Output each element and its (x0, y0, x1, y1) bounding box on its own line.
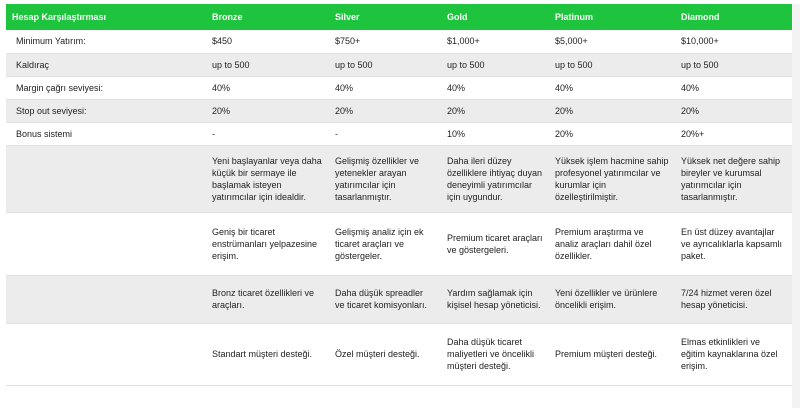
table-cell: $450 (206, 30, 329, 54)
table-cell: Yüksek net değere sahip bireyler ve kuru… (675, 145, 792, 213)
table-row-stop-out: Stop out seviyesi: 20% 20% 20% 20% 20% (6, 99, 792, 123)
table-cell: up to 500 (206, 53, 329, 77)
table-cell: 40% (329, 76, 441, 100)
row-label (6, 275, 206, 324)
row-label (6, 323, 206, 386)
table-cell: $750+ (329, 30, 441, 54)
account-comparison-table: Hesap Karşılaştırması Bronze Silver Gold… (6, 4, 792, 386)
table-cell: up to 500 (441, 53, 549, 77)
header-bronze: Bronze (212, 12, 243, 22)
header-account-comparison: Hesap Karşılaştırması (12, 12, 107, 22)
table-cell: Gelişmiş analiz için ek ticaret araçları… (329, 212, 441, 276)
table-cell: Özel müşteri desteği. (329, 323, 441, 386)
row-label (6, 145, 206, 213)
row-label: Bonus sistemi (6, 122, 206, 146)
table-cell: 20% (206, 99, 329, 123)
row-label: Margin çağrı seviyesi: (6, 76, 206, 100)
table-cell: 20%+ (675, 122, 792, 146)
table-cell: $1,000+ (441, 30, 549, 54)
table-cell: 20% (549, 122, 675, 146)
table-cell: Yardım sağlamak için kişisel hesap yönet… (441, 275, 549, 324)
table-cell: Premium araştırma ve analiz araçları dah… (549, 212, 675, 276)
header-diamond: Diamond (681, 12, 720, 22)
table-cell: 40% (549, 76, 675, 100)
table-cell: Premium ticaret araçları ve göstergeleri… (441, 212, 549, 276)
table-cell: $10,000+ (675, 30, 792, 54)
row-label: Kaldıraç (6, 53, 206, 77)
table-cell: Yeni başlayanlar veya daha küçük bir ser… (206, 145, 329, 213)
table-cell: 20% (549, 99, 675, 123)
scroll-edge (792, 4, 800, 408)
header-silver: Silver (335, 12, 360, 22)
table-cell: Gelişmiş özellikler ve yetenekler arayan… (329, 145, 441, 213)
table-cell: - (206, 122, 329, 146)
table-cell: Daha düşük spreadler ve ticaret komisyon… (329, 275, 441, 324)
table-cell: - (329, 122, 441, 146)
table-row-minimum-investment: Minimum Yatırım: $450 $750+ $1,000+ $5,0… (6, 30, 792, 54)
table-cell: 40% (675, 76, 792, 100)
table-cell: En üst düzey avantajlar ve ayrıcalıklarl… (675, 212, 792, 276)
table-header-row: Hesap Karşılaştırması Bronze Silver Gold… (6, 4, 792, 30)
table-cell: up to 500 (549, 53, 675, 77)
table-cell: Elmas etkinlikleri ve eğitim kaynakların… (675, 323, 792, 386)
table-row-feature-target: Yeni başlayanlar veya daha küçük bir ser… (6, 145, 792, 213)
table-cell: 40% (441, 76, 549, 100)
table-cell: Bronz ticaret özellikleri ve araçları. (206, 275, 329, 324)
table-row-bonus-system: Bonus sistemi - - 10% 20% 20%+ (6, 122, 792, 146)
table-cell: up to 500 (329, 53, 441, 77)
table-cell: 10% (441, 122, 549, 146)
table-cell: 20% (441, 99, 549, 123)
table-cell: Yeni özellikler ve ürünlere öncelikli er… (549, 275, 675, 324)
table-cell: 20% (329, 99, 441, 123)
table-row-feature-tools: Geniş bir ticaret enstrümanları yelpazes… (6, 212, 792, 276)
table-row-feature-support: Standart müşteri desteği. Özel müşteri d… (6, 323, 792, 386)
table-cell: Daha düşük ticaret maliyetleri ve önceli… (441, 323, 549, 386)
comparison-table-container: Hesap Karşılaştırması Bronze Silver Gold… (6, 4, 792, 386)
table-cell: Yüksek işlem hacmine sahip profesyonel y… (549, 145, 675, 213)
table-row-feature-services: Bronz ticaret özellikleri ve araçları. D… (6, 275, 792, 324)
table-row-margin-call: Margin çağrı seviyesi: 40% 40% 40% 40% 4… (6, 76, 792, 100)
table-cell: 40% (206, 76, 329, 100)
table-cell: 7/24 hizmet veren özel hesap yöneticisi. (675, 275, 792, 324)
header-platinum: Platinum (555, 12, 594, 22)
header-gold: Gold (447, 12, 468, 22)
table-cell: 20% (675, 99, 792, 123)
table-row-leverage: Kaldıraç up to 500 up to 500 up to 500 u… (6, 53, 792, 77)
row-label: Stop out seviyesi: (6, 99, 206, 123)
table-cell: up to 500 (675, 53, 792, 77)
table-cell: Premium müşteri desteği. (549, 323, 675, 386)
table-cell: Standart müşteri desteği. (206, 323, 329, 386)
table-cell: Geniş bir ticaret enstrümanları yelpazes… (206, 212, 329, 276)
row-label (6, 212, 206, 276)
table-cell: Daha ileri düzey özelliklere ihtiyaç duy… (441, 145, 549, 213)
table-cell: $5,000+ (549, 30, 675, 54)
row-label: Minimum Yatırım: (6, 30, 206, 54)
